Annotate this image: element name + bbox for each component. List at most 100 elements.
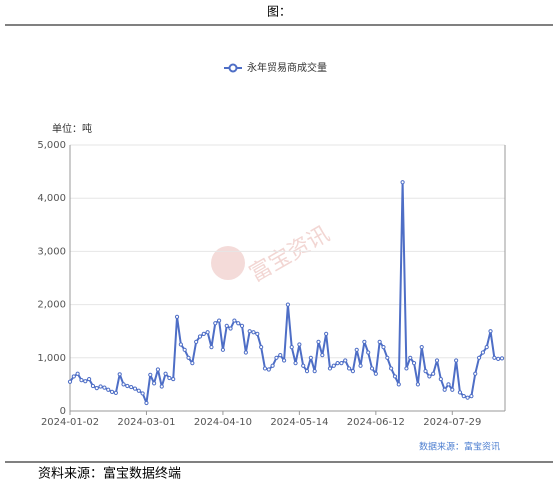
point: [228, 326, 233, 331]
point: [87, 376, 92, 382]
point: [488, 329, 493, 334]
point: [316, 339, 321, 344]
point: [285, 302, 291, 307]
point: [400, 180, 405, 185]
point: [129, 384, 134, 390]
point: [484, 345, 489, 350]
point: [159, 384, 164, 389]
point: [281, 358, 287, 363]
point: [67, 379, 73, 384]
point: [389, 366, 394, 371]
y-tick-label: 1,000: [37, 353, 66, 364]
point: [396, 382, 401, 387]
point: [174, 314, 180, 319]
point: [492, 355, 497, 360]
point: [331, 363, 336, 368]
point: [465, 395, 470, 400]
point: [446, 382, 451, 387]
point: [427, 374, 432, 379]
point: [392, 374, 398, 379]
point: [362, 339, 367, 344]
point: [132, 386, 138, 391]
point: [106, 387, 111, 392]
point: [289, 345, 294, 350]
point: [71, 374, 76, 379]
point: [102, 385, 107, 390]
x-tick-label: 2024-05-14: [270, 417, 328, 428]
point: [415, 382, 420, 387]
point: [457, 390, 463, 395]
point: [232, 318, 237, 323]
watermark-logo: [211, 246, 245, 280]
point: [243, 350, 248, 355]
point: [79, 378, 84, 383]
point: [327, 366, 333, 371]
point: [369, 366, 375, 371]
point: [125, 383, 130, 389]
point: [308, 355, 313, 360]
point: [190, 361, 195, 366]
point: [239, 323, 245, 328]
point: [274, 355, 279, 360]
point: [83, 379, 88, 384]
point: [297, 342, 302, 347]
point: [197, 334, 203, 339]
point: [461, 394, 466, 399]
point: [354, 347, 359, 352]
footer: 资料来源：富宝数据终端: [38, 466, 181, 482]
point: [454, 358, 459, 363]
x-tick-label: 2024-06-12: [347, 417, 405, 428]
point: [343, 358, 348, 363]
point: [346, 366, 352, 371]
point: [377, 339, 382, 344]
point: [213, 321, 218, 326]
point: [366, 350, 371, 355]
point: [476, 355, 482, 360]
y-tick-label: 4,000: [37, 193, 66, 204]
page-title: 图：: [267, 5, 291, 19]
point: [270, 363, 275, 368]
point: [113, 390, 118, 396]
x-tick-label: 2024-03-01: [117, 417, 175, 428]
point: [163, 371, 168, 376]
point: [473, 371, 478, 376]
point: [94, 386, 99, 391]
point: [438, 376, 443, 382]
point: [350, 369, 356, 374]
point: [209, 345, 214, 350]
point: [423, 369, 428, 374]
point: [431, 371, 436, 376]
point: [404, 366, 409, 371]
point: [140, 391, 145, 396]
series-line: [69, 181, 503, 405]
y-tick-label: 2,000: [37, 300, 66, 311]
point: [251, 330, 256, 335]
x-tick-label: 2024-04-10: [194, 417, 252, 428]
point: [278, 353, 283, 358]
point: [358, 363, 363, 368]
point: [499, 356, 505, 361]
point: [496, 356, 501, 361]
point: [247, 329, 252, 334]
point: [304, 369, 310, 374]
watermark: 富宝资讯: [245, 222, 334, 288]
point: [255, 331, 260, 336]
point: [293, 361, 298, 366]
point: [155, 367, 161, 372]
point: [339, 361, 344, 366]
point: [419, 345, 424, 350]
point: [148, 372, 153, 377]
point: [75, 371, 80, 376]
point: [442, 387, 447, 392]
point: [381, 345, 386, 350]
point: [266, 367, 271, 372]
point: [408, 355, 413, 360]
point: [117, 372, 122, 377]
y-tick-label: 0: [60, 406, 66, 417]
point: [186, 355, 191, 360]
point: [152, 381, 157, 386]
legend-marker: [228, 63, 238, 73]
point: [411, 361, 417, 366]
x-tick-label: 2024-01-02: [41, 417, 99, 428]
point: [194, 339, 199, 344]
